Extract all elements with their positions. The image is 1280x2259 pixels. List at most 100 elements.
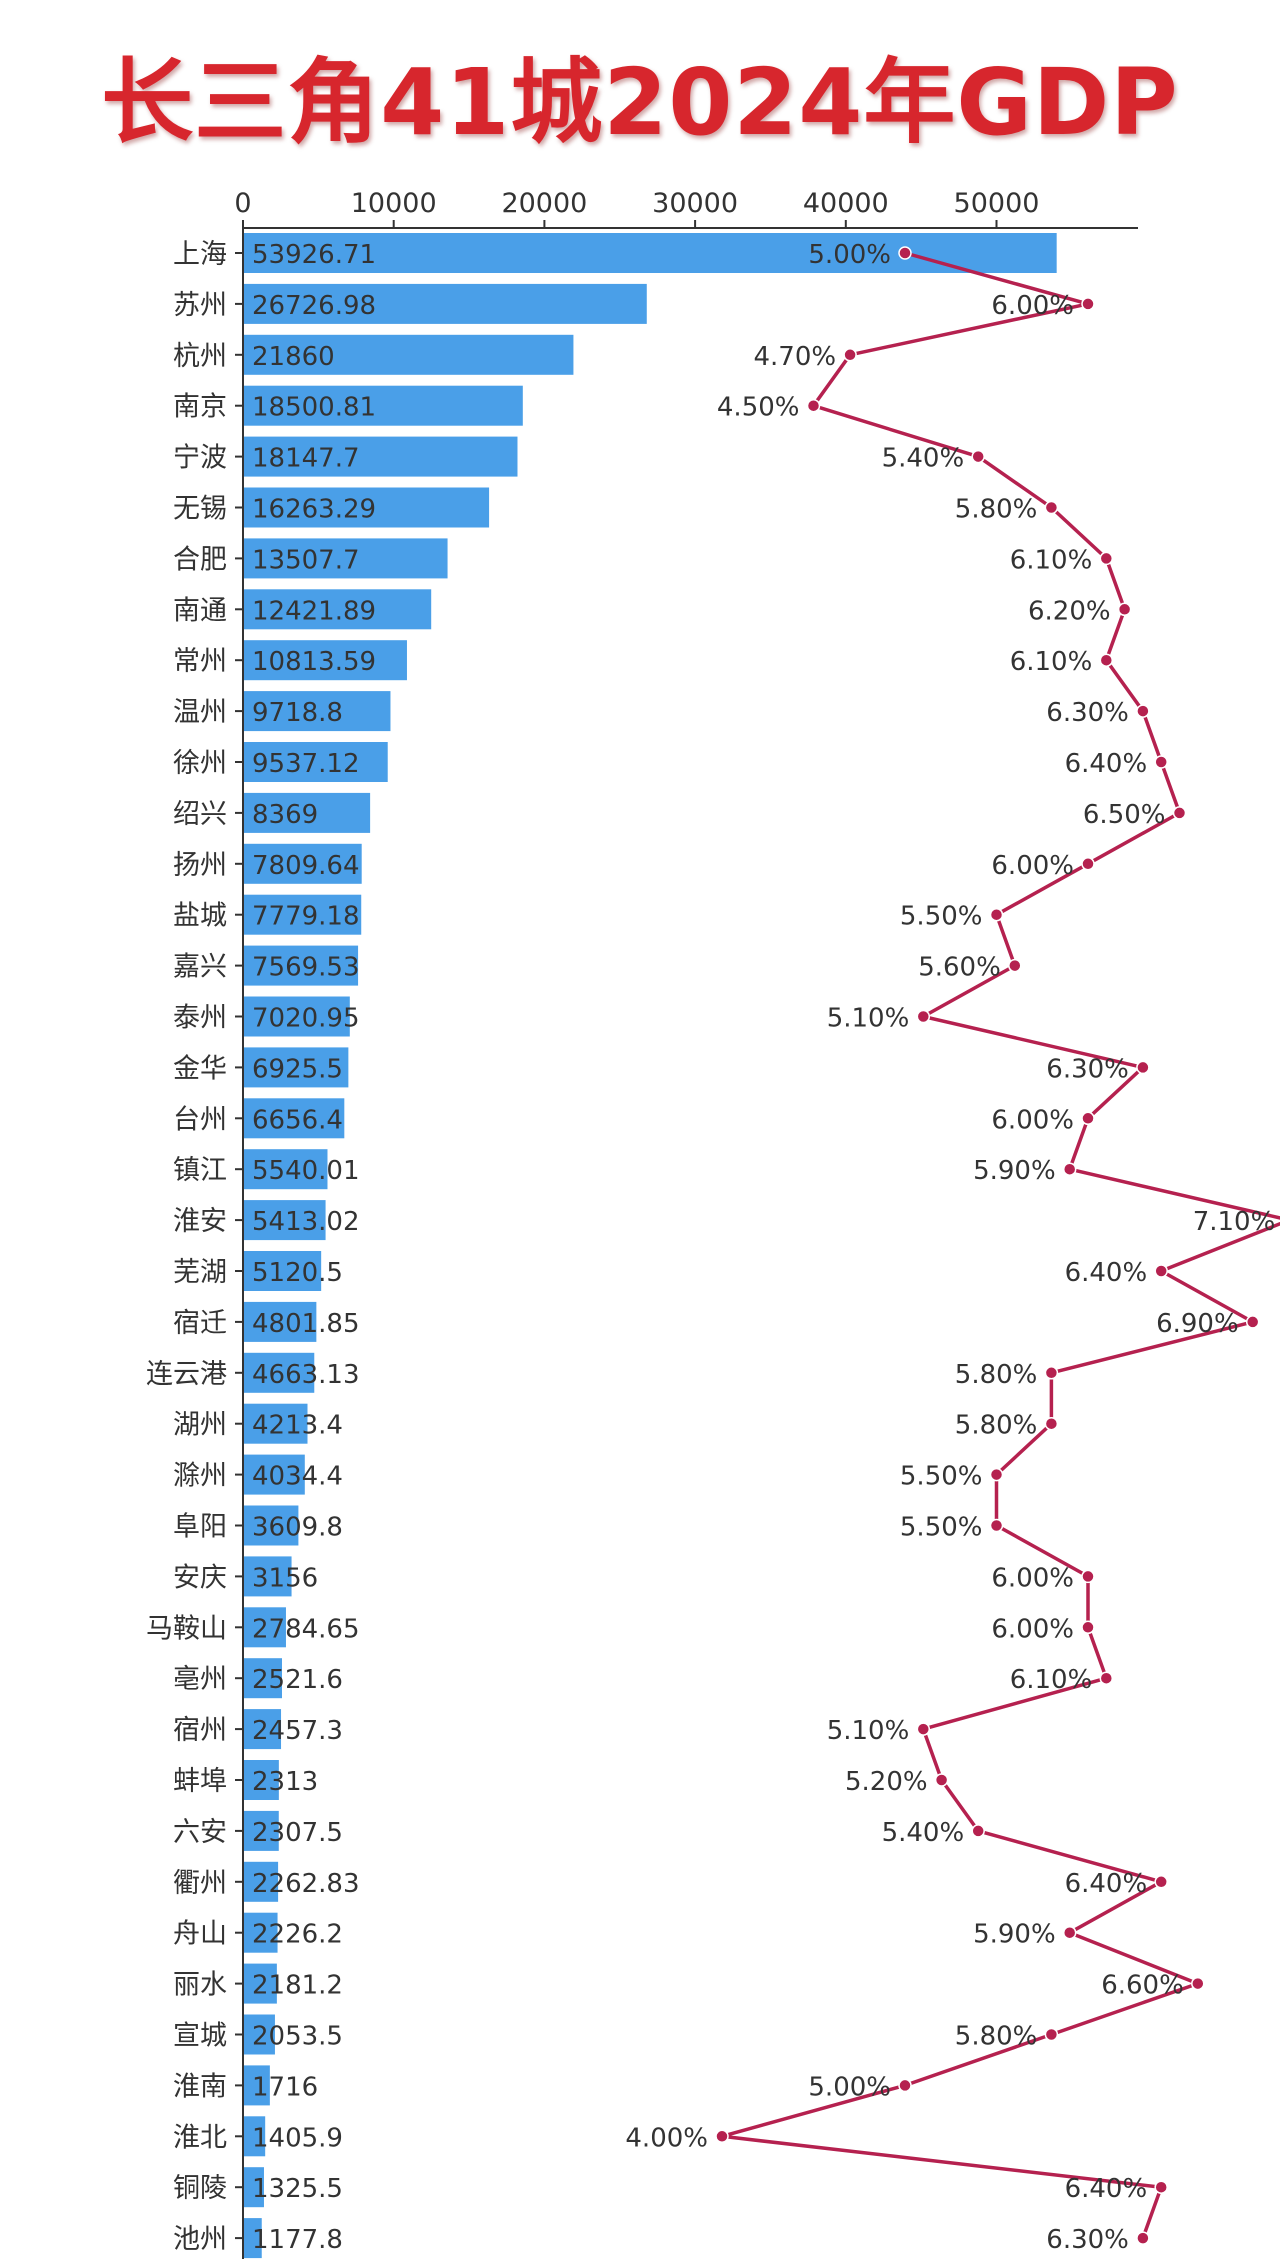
bar-value-label: 2457.3	[252, 1716, 343, 1746]
category-label: 苏州	[173, 290, 227, 321]
bar-value-label: 8369	[252, 800, 318, 830]
bar-value-label: 4213.4	[252, 1411, 343, 1441]
bar	[244, 1047, 349, 1088]
bar	[244, 1301, 317, 1342]
growth-rate-point	[1245, 1315, 1260, 1329]
bar	[244, 640, 407, 681]
growth-rate-point	[989, 1467, 1004, 1482]
bar	[244, 1403, 308, 1444]
category-label: 丽水	[173, 1970, 227, 2001]
growth-rate-label: 5.00%	[808, 2072, 891, 2102]
category-label: 温州	[173, 697, 227, 728]
category-label: 湖州	[173, 1410, 227, 1441]
bar-value-label: 18147.7	[252, 444, 360, 474]
growth-rate-label: 5.20%	[845, 1767, 928, 1797]
growth-rate-label: 6.00%	[991, 291, 1074, 321]
growth-rate-point	[1172, 806, 1187, 820]
category-label: 舟山	[173, 1919, 227, 1950]
growth-rate-label: 6.30%	[1046, 698, 1129, 728]
bar-value-label: 1177.8	[252, 2225, 343, 2255]
category-label: 滁州	[173, 1461, 227, 1492]
growth-rate-point	[1099, 551, 1114, 566]
growth-rate-label: 4.70%	[753, 342, 836, 372]
bar-value-label: 6656.4	[252, 1105, 343, 1135]
growth-rate-label: 6.10%	[1010, 1665, 1093, 1695]
bar-value-label: 2226.2	[252, 1920, 343, 1950]
growth-rate-label: 6.00%	[991, 1105, 1074, 1135]
growth-rate-label: 5.10%	[827, 1716, 910, 1746]
growth-rate-label: 4.00%	[625, 2123, 708, 2153]
bar-value-label: 2313	[252, 1767, 318, 1797]
bar-value-label: 1405.9	[252, 2123, 343, 2153]
growth-rate-label: 6.00%	[991, 1614, 1074, 1644]
growth-rate-label: 6.00%	[991, 1563, 1074, 1593]
growth-rate-point	[1117, 602, 1132, 617]
growth-rate-label: 6.40%	[1065, 1258, 1148, 1288]
bar-value-label: 26726.98	[252, 291, 376, 321]
bar-value-label: 3609.8	[252, 1513, 343, 1543]
growth-rate-label: 5.40%	[882, 1818, 965, 1848]
bar	[244, 2065, 270, 2106]
category-label: 盐城	[173, 901, 227, 932]
bar-value-label: 3156	[252, 1563, 318, 1593]
bar	[244, 1658, 283, 1699]
bar	[244, 742, 388, 782]
growth-rate-point	[1044, 500, 1059, 515]
bar-value-label: 7809.64	[252, 851, 360, 881]
category-label: 南京	[173, 392, 227, 423]
bar-value-label: 7779.18	[252, 902, 360, 932]
bar-layer: 53926.71 26726.98 21860 18500.81 18147.7 1626…	[244, 233, 1057, 2259]
bar-value-label: 2307.5	[252, 1818, 343, 1848]
bar-value-label: 12421.89	[252, 596, 376, 626]
growth-rate-point	[1081, 1569, 1095, 1584]
category-label: 杭州	[173, 341, 227, 372]
bar-value-label: 7020.95	[252, 1004, 360, 1034]
bar-value-label: 6925.5	[252, 1054, 343, 1084]
bar-value-label: 53926.71	[252, 240, 376, 270]
growth-rate-point	[1081, 857, 1095, 871]
growth-rate-point	[916, 1009, 931, 1024]
category-label: 宿州	[173, 1715, 227, 1746]
category-label: 徐州	[173, 748, 227, 779]
bar-value-label: 9718.8	[252, 698, 343, 728]
bar-value-label: 21860	[252, 342, 335, 372]
category-label: 泰州	[173, 1003, 227, 1034]
growth-rate-label: 6.40%	[1065, 1869, 1148, 1899]
x-tick-label: 0	[234, 188, 251, 219]
growth-rate-point	[1154, 1875, 1168, 1889]
growth-rate-label: 5.90%	[973, 1156, 1056, 1186]
category-label: 宿迁	[173, 1308, 227, 1339]
category-label: 宁波	[173, 443, 227, 474]
category-label: 淮北	[173, 2122, 227, 2153]
growth-rate-label: 6.50%	[1083, 800, 1166, 830]
bar-value-label: 4801.85	[252, 1309, 360, 1339]
bar	[244, 1454, 305, 1495]
growth-rate-label: 6.40%	[1065, 749, 1148, 779]
category-label: 无锡	[173, 494, 227, 525]
growth-rate-point	[806, 398, 821, 413]
growth-rate-point	[1081, 297, 1095, 311]
growth-rate-label: 7.10%	[1193, 1207, 1276, 1237]
growth-rate-point	[843, 348, 857, 362]
category-label: 淮安	[173, 1206, 227, 1237]
bar	[244, 2116, 266, 2157]
bar	[244, 996, 350, 1037]
growth-rate-point	[989, 1518, 1004, 1533]
growth-rate-point	[1154, 755, 1168, 769]
bar	[244, 1200, 326, 1241]
growth-rate-label: 6.10%	[1010, 545, 1093, 575]
bar-value-label: 10813.59	[252, 647, 376, 677]
bar-value-label: 9537.12	[252, 749, 360, 779]
category-label: 马鞍山	[146, 1613, 227, 1644]
growth-rate-point	[1081, 1111, 1095, 1126]
chart-title: 长三角41城2024年GDP	[101, 49, 1179, 156]
growth-rate-label: 5.50%	[900, 1513, 983, 1543]
bar	[244, 487, 490, 528]
growth-rate-point	[1099, 1671, 1114, 1685]
category-label: 衢州	[173, 1868, 227, 1899]
x-tick-label: 10000	[351, 188, 437, 219]
bar	[244, 1912, 278, 1953]
growth-rate-point	[1044, 1366, 1059, 1380]
growth-rate-label: 4.50%	[717, 393, 800, 423]
